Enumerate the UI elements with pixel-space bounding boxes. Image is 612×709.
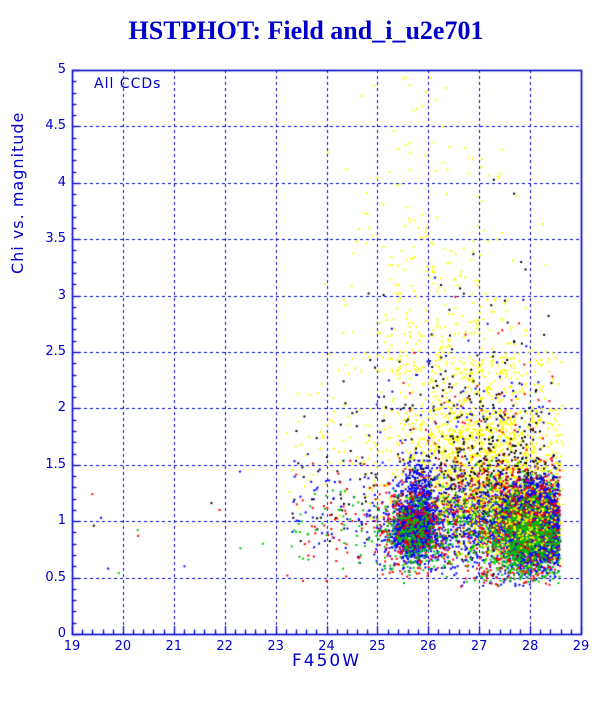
y-tick-label: 0.5 [45,569,66,585]
y-tick-label: 4 [57,174,66,190]
y-tick-label: 5 [57,62,66,77]
y-tick-label: 3.5 [45,231,66,247]
x-tick-label: 24 [318,639,335,654]
x-tick-label: 25 [369,639,386,654]
y-tick-label: 2 [57,400,66,416]
x-tick-label: 21 [165,639,183,654]
x-tick-label: 28 [521,639,539,654]
x-tick-label: 22 [216,639,233,654]
x-tick-label: 20 [114,639,132,654]
x-axis-label: F450W [291,651,362,671]
y-tick-label: 2.5 [45,344,66,359]
x-tick-label: 29 [572,639,590,654]
y-tick-label: 3 [57,287,66,303]
y-tick-label: 0 [57,626,66,641]
x-tick-label: 23 [267,639,284,654]
ccd-annotation-label: All CCDs [94,76,162,92]
y-tick-label: 1 [57,513,66,529]
y-tick-label: 4.5 [45,118,66,134]
x-tick-label: 26 [420,639,437,654]
x-tick-label: 19 [63,639,81,654]
y-tick-label: 1.5 [45,456,66,472]
x-tick-label: 27 [470,639,488,654]
